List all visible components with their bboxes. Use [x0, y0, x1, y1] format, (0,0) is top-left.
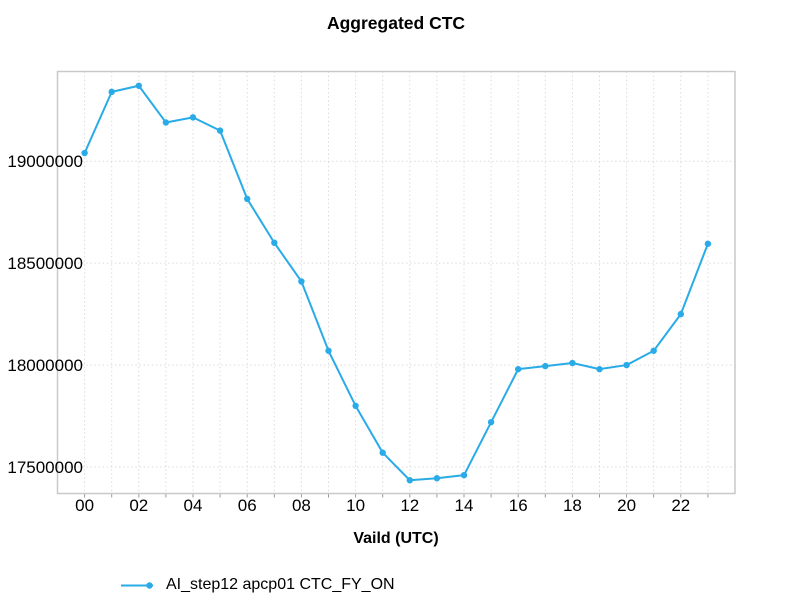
svg-text:16: 16 — [509, 496, 528, 515]
svg-text:14: 14 — [455, 496, 474, 515]
svg-text:18000000: 18000000 — [7, 356, 83, 375]
svg-text:18500000: 18500000 — [7, 254, 83, 273]
svg-text:12: 12 — [400, 496, 419, 515]
x-axis-title: Vaild (UTC) — [353, 530, 439, 547]
svg-text:22: 22 — [671, 496, 690, 515]
svg-text:06: 06 — [238, 496, 257, 515]
legend: AI_step12 apcp01 CTC_FY_ON — [120, 575, 395, 595]
svg-text:04: 04 — [184, 496, 203, 515]
legend-line-marker-icon — [121, 581, 153, 589]
svg-text:17500000: 17500000 — [7, 458, 83, 477]
svg-text:00: 00 — [75, 496, 94, 515]
svg-text:18: 18 — [563, 496, 582, 515]
legend-label: AI_step12 apcp01 CTC_FY_ON — [166, 576, 395, 593]
svg-text:20: 20 — [617, 496, 636, 515]
svg-text:10: 10 — [346, 496, 365, 515]
svg-text:19000000: 19000000 — [7, 152, 83, 171]
chart-title: Aggregated CTC — [326, 13, 466, 33]
svg-text:02: 02 — [129, 496, 148, 515]
svg-text:08: 08 — [292, 496, 311, 515]
